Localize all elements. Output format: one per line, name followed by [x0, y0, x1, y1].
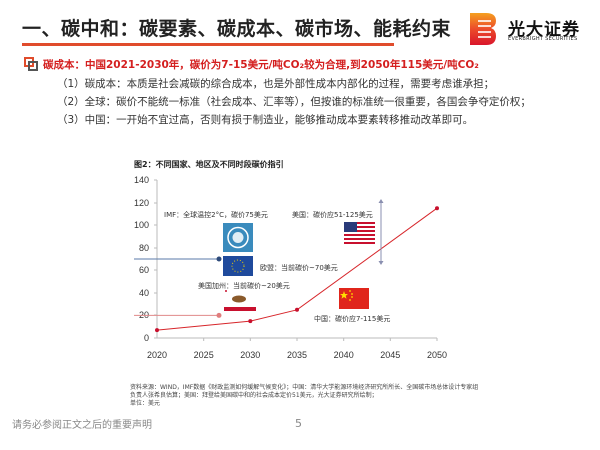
- svg-text:140: 140: [134, 175, 149, 185]
- svg-text:80: 80: [139, 243, 149, 253]
- source-text: 资料来源：WIND，IMF数据《财政监测如何缓解气候变化》；中国：清华大学能源环…: [130, 384, 479, 399]
- svg-text:2040: 2040: [334, 350, 354, 360]
- china-price-line: [156, 207, 438, 331]
- svg-text:100: 100: [134, 220, 149, 230]
- svg-text:0: 0: [144, 333, 149, 343]
- china-annotation: 中国：碳价应7-115美元: [314, 315, 391, 323]
- point-2: （2）全球：碳价不能统一标准（社会成本、汇率等），但按谁的标准统一很重要，各国会…: [57, 96, 531, 108]
- eu-flag-icon: [223, 256, 253, 276]
- svg-text:2025: 2025: [194, 350, 214, 360]
- x-tick-labels: 2020 2025 2030 2035 2040 2045 2050: [147, 350, 447, 360]
- eu-annotation: 欧盟：当前碳价~70美元: [260, 264, 338, 272]
- title-underline: [22, 43, 394, 46]
- page-title: 一、碳中和：碳要素、碳成本、碳市场、能耗约束: [22, 18, 452, 40]
- headline: 碳成本：中国2021-2030年，碳价为7-15美元/吨CO₂较为合理,到205…: [43, 59, 479, 71]
- imf-logo-icon: [223, 223, 253, 252]
- svg-text:60: 60: [139, 265, 149, 275]
- chart-title: 图2：不同国家、地区及不同时段碳价指引: [134, 160, 284, 169]
- california-flag-icon: [223, 290, 256, 311]
- everbright-logo-icon: [470, 13, 496, 45]
- logo-text-cn: 光大证券: [508, 20, 580, 40]
- svg-text:2045: 2045: [380, 350, 400, 360]
- us-annotation: 美国：碳价应51-125美元: [292, 211, 373, 219]
- svg-text:2050: 2050: [427, 350, 447, 360]
- svg-text:40: 40: [139, 288, 149, 298]
- logo-text-en: EVERBRIGHT SECURITIES: [508, 36, 578, 42]
- point-3: （3）中国：一开始不宜过高，否则有损于制造业，能够推动成本要素转移推动改革即可。: [57, 114, 474, 126]
- svg-text:2030: 2030: [240, 350, 260, 360]
- svg-text:120: 120: [134, 198, 149, 208]
- eu-marker: [216, 256, 222, 262]
- svg-text:2020: 2020: [147, 350, 167, 360]
- california-annotation: 美国加州：当前碳价~20美元: [198, 282, 290, 290]
- footer-disclaimer: 请务必参阅正文之后的重要声明: [12, 420, 152, 431]
- bullet-squares-icon: [24, 57, 38, 71]
- unit-text: 单位：美元: [130, 400, 161, 407]
- imf-annotation: IMF：全球温控2°C，碳价75美元: [164, 211, 268, 219]
- china-flag-icon: [339, 288, 369, 309]
- china-price-points: [155, 206, 439, 333]
- page-number: 5: [295, 417, 302, 430]
- california-marker: [216, 312, 222, 318]
- us-flag-icon: [344, 222, 375, 244]
- svg-text:2035: 2035: [287, 350, 307, 360]
- point-1: （1）碳成本：本质是社会减碳的综合成本，也是外部性成本内部化的过程，需要考虑谁承…: [57, 78, 495, 90]
- chart-source: 资料来源：WIND，IMF数据《财政监测如何缓解气候变化》；中国：清华大学能源环…: [130, 384, 480, 408]
